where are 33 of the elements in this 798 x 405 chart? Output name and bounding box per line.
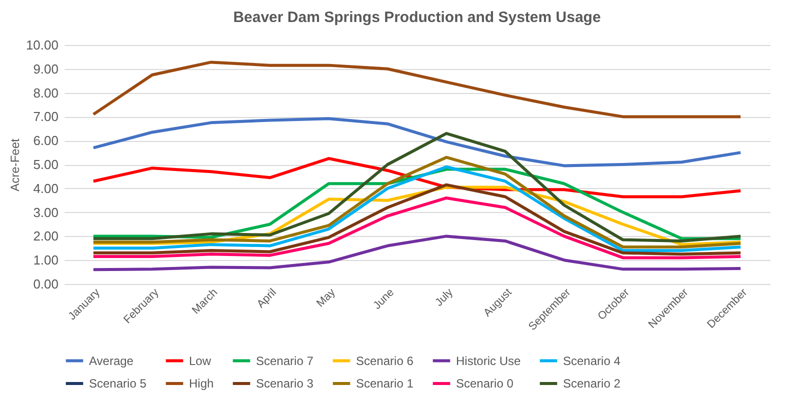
legend-label: Average: [89, 354, 134, 368]
legend-label: Scenario 3: [256, 376, 314, 390]
line-series: [92, 60, 742, 118]
legend-label: Scenario 1: [356, 376, 414, 390]
legend-label: Low: [189, 354, 212, 368]
y-tick-label: 5.00: [33, 157, 58, 172]
line-series: [92, 117, 742, 168]
line-series: [92, 183, 742, 256]
y-tick-label: 9.00: [33, 61, 58, 76]
y-tick-label: 2.00: [33, 228, 58, 244]
y-tick-label: 6.00: [33, 133, 58, 148]
y-axis-title: Acre-Feet: [8, 138, 22, 192]
y-tick-label: 3.00: [33, 204, 58, 220]
legend-label: High: [189, 376, 214, 390]
legend-label: Historic Use: [456, 354, 521, 368]
line-series: [92, 234, 742, 272]
legend-label: Scenario 6: [356, 354, 414, 368]
legend-label: Scenario 7: [256, 354, 314, 368]
x-tick-label: July: [433, 286, 456, 309]
y-tick-label: 8.00: [33, 85, 58, 100]
y-tick-label: 7.00: [33, 109, 58, 124]
legend-label: Scenario 5: [89, 376, 147, 390]
legend-label: Scenario 2: [563, 376, 621, 390]
legend-label: Scenario 0: [456, 376, 514, 390]
chart-title: Beaver Dam Springs Production and System Usage: [233, 9, 601, 26]
y-tick-label: 10.00: [26, 38, 58, 52]
legend-label: Scenario 4: [563, 354, 621, 368]
y-tick-label: 0.00: [33, 276, 58, 292]
y-tick-label: 1.00: [33, 252, 58, 268]
y-tick-label: 4.00: [33, 180, 58, 196]
line-series: [92, 196, 742, 260]
line-series: [92, 132, 742, 242]
x-tick-label: May: [314, 286, 338, 310]
